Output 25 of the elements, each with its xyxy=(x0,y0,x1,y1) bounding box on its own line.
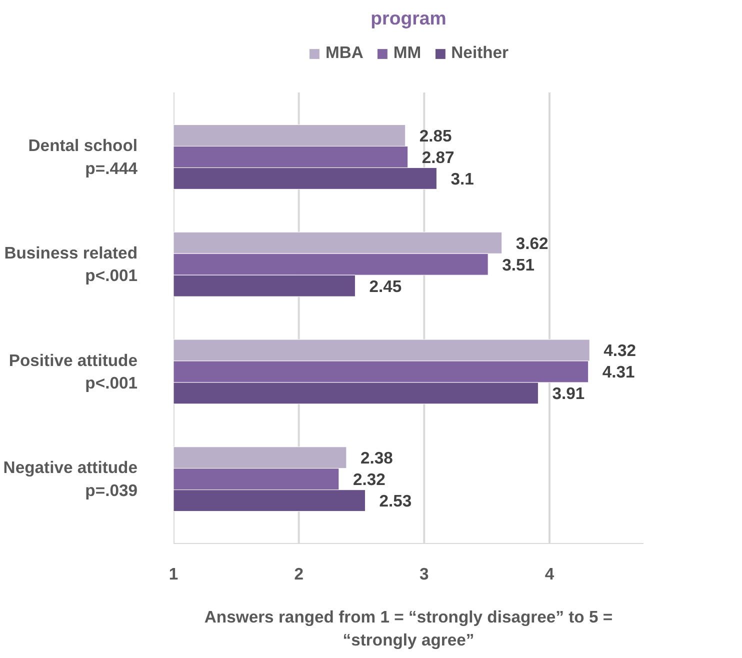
y-tick-label: Negative attitude p=.039 xyxy=(3,458,138,500)
y-tick-label: Business related p<.001 xyxy=(4,243,138,286)
y-tick-label: Dental school p=.444 xyxy=(28,136,138,178)
x-axis-title: Answers ranged from 1 = “strongly disagree” to 5 = “strongly agree” xyxy=(204,608,613,650)
data-label: 2.87 xyxy=(422,148,454,167)
x-tick-label: 1 xyxy=(168,564,178,584)
data-label: 2.53 xyxy=(379,492,412,511)
data-label: 3.1 xyxy=(450,169,474,188)
data-label: 2.32 xyxy=(352,470,386,490)
x-tick-label: 4 xyxy=(544,564,555,584)
x-tick-label: 3 xyxy=(420,564,429,584)
data-label: 4.32 xyxy=(604,341,636,360)
x-tick-label: 2 xyxy=(294,564,304,584)
data-label: 4.31 xyxy=(602,362,635,382)
data-label: 2.38 xyxy=(360,448,393,468)
legend-label: Neither xyxy=(451,43,509,63)
data-label: 2.45 xyxy=(369,276,402,296)
data-label: 2.85 xyxy=(419,126,452,146)
data-label: 3.91 xyxy=(552,384,585,404)
legend-label: MM xyxy=(393,43,422,63)
data-label: 3.62 xyxy=(516,234,548,253)
y-tick-label: Positive attitude p<.001 xyxy=(8,350,138,393)
legend-label: MBA xyxy=(325,43,364,63)
data-label: 3.51 xyxy=(502,255,535,274)
chart-title: program xyxy=(370,8,446,28)
